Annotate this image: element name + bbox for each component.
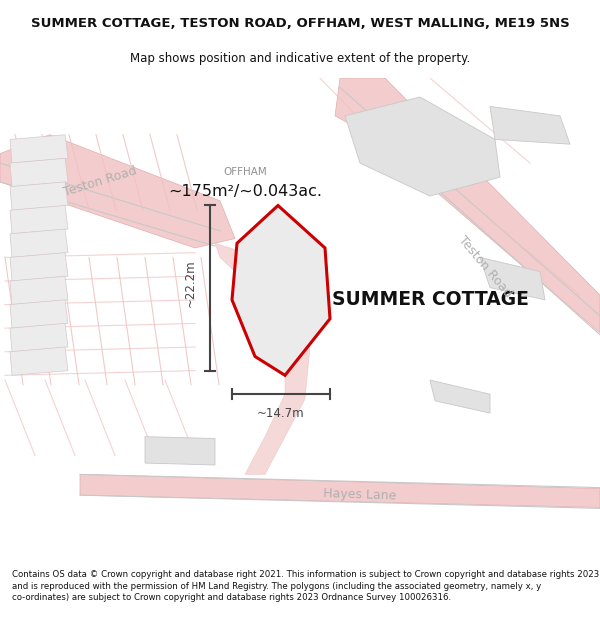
- Polygon shape: [430, 380, 490, 413]
- Polygon shape: [10, 158, 68, 187]
- Polygon shape: [345, 97, 500, 196]
- Text: ~22.2m: ~22.2m: [184, 259, 197, 307]
- Polygon shape: [335, 78, 600, 333]
- Text: OFFHAM: OFFHAM: [223, 168, 267, 177]
- Polygon shape: [10, 182, 68, 210]
- Text: Teston Road: Teston Road: [455, 234, 514, 300]
- Text: Map shows position and indicative extent of the property.: Map shows position and indicative extent…: [130, 52, 470, 65]
- Text: Contains OS data © Crown copyright and database right 2021. This information is : Contains OS data © Crown copyright and d…: [12, 570, 599, 602]
- Polygon shape: [480, 258, 545, 300]
- Polygon shape: [490, 106, 570, 144]
- Polygon shape: [80, 474, 600, 508]
- Polygon shape: [10, 229, 68, 258]
- Polygon shape: [0, 135, 235, 248]
- Polygon shape: [10, 300, 68, 328]
- Polygon shape: [10, 135, 68, 163]
- Text: ~175m²/~0.043ac.: ~175m²/~0.043ac.: [168, 184, 322, 199]
- Text: Teston Road: Teston Road: [62, 164, 138, 199]
- Polygon shape: [215, 243, 310, 474]
- Polygon shape: [232, 206, 330, 376]
- Polygon shape: [10, 276, 68, 304]
- Text: Hayes Lane: Hayes Lane: [323, 488, 397, 503]
- Text: SUMMER COTTAGE, TESTON ROAD, OFFHAM, WEST MALLING, ME19 5NS: SUMMER COTTAGE, TESTON ROAD, OFFHAM, WES…: [31, 17, 569, 30]
- Polygon shape: [145, 437, 215, 465]
- Text: SUMMER COTTAGE: SUMMER COTTAGE: [332, 291, 529, 309]
- Text: ~14.7m: ~14.7m: [257, 407, 305, 419]
- Polygon shape: [10, 347, 68, 376]
- Polygon shape: [10, 324, 68, 352]
- Polygon shape: [10, 206, 68, 234]
- Polygon shape: [10, 253, 68, 281]
